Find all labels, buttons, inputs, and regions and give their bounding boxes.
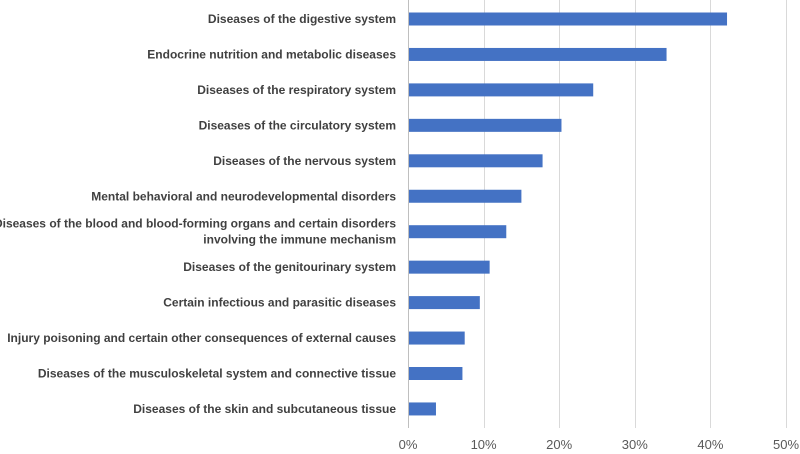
bar	[409, 189, 522, 203]
bar	[409, 402, 436, 416]
category-label: Diseases of the blood and blood-forming …	[0, 217, 396, 231]
gridlines	[408, 0, 787, 428]
x-tick-label: 50%	[773, 437, 799, 452]
x-tick-label: 30%	[622, 437, 648, 452]
bar	[409, 225, 507, 239]
bars	[409, 12, 728, 416]
category-label: Mental behavioral and neurodevelopmental…	[91, 189, 396, 203]
category-label: Certain infectious and parasitic disease…	[163, 296, 396, 310]
category-label: Endocrine nutrition and metabolic diseas…	[147, 47, 396, 61]
x-tick-label: 0%	[399, 437, 418, 452]
bar	[409, 83, 594, 97]
bar	[409, 260, 490, 274]
category-label: involving the immune mechanism	[203, 233, 396, 247]
category-label: Diseases of the musculoskeletal system a…	[38, 367, 396, 381]
x-tick-label: 10%	[471, 437, 497, 452]
bar	[409, 296, 480, 310]
category-label: Diseases of the skin and subcutaneous ti…	[133, 402, 396, 416]
category-label: Diseases of the genitourinary system	[183, 260, 396, 274]
category-label: Diseases of the circulatory system	[199, 118, 396, 132]
category-labels: Diseases of the digestive system Endocrin…	[0, 12, 396, 416]
x-tick-label: 20%	[546, 437, 572, 452]
bar	[409, 154, 543, 168]
category-label: Diseases of the respiratory system	[197, 83, 396, 97]
category-label: Diseases of the nervous system	[213, 154, 396, 168]
category-label: Injury poisoning and certain other conse…	[7, 331, 396, 345]
x-tick-label: 40%	[697, 437, 723, 452]
category-label: Diseases of the digestive system	[208, 12, 396, 26]
bar	[409, 118, 562, 132]
bar	[409, 12, 728, 26]
bar	[409, 47, 667, 61]
bar	[409, 367, 463, 380]
bar	[409, 331, 465, 345]
x-axis-ticks: 0% 10% 20% 30% 40% 50%	[399, 437, 800, 452]
